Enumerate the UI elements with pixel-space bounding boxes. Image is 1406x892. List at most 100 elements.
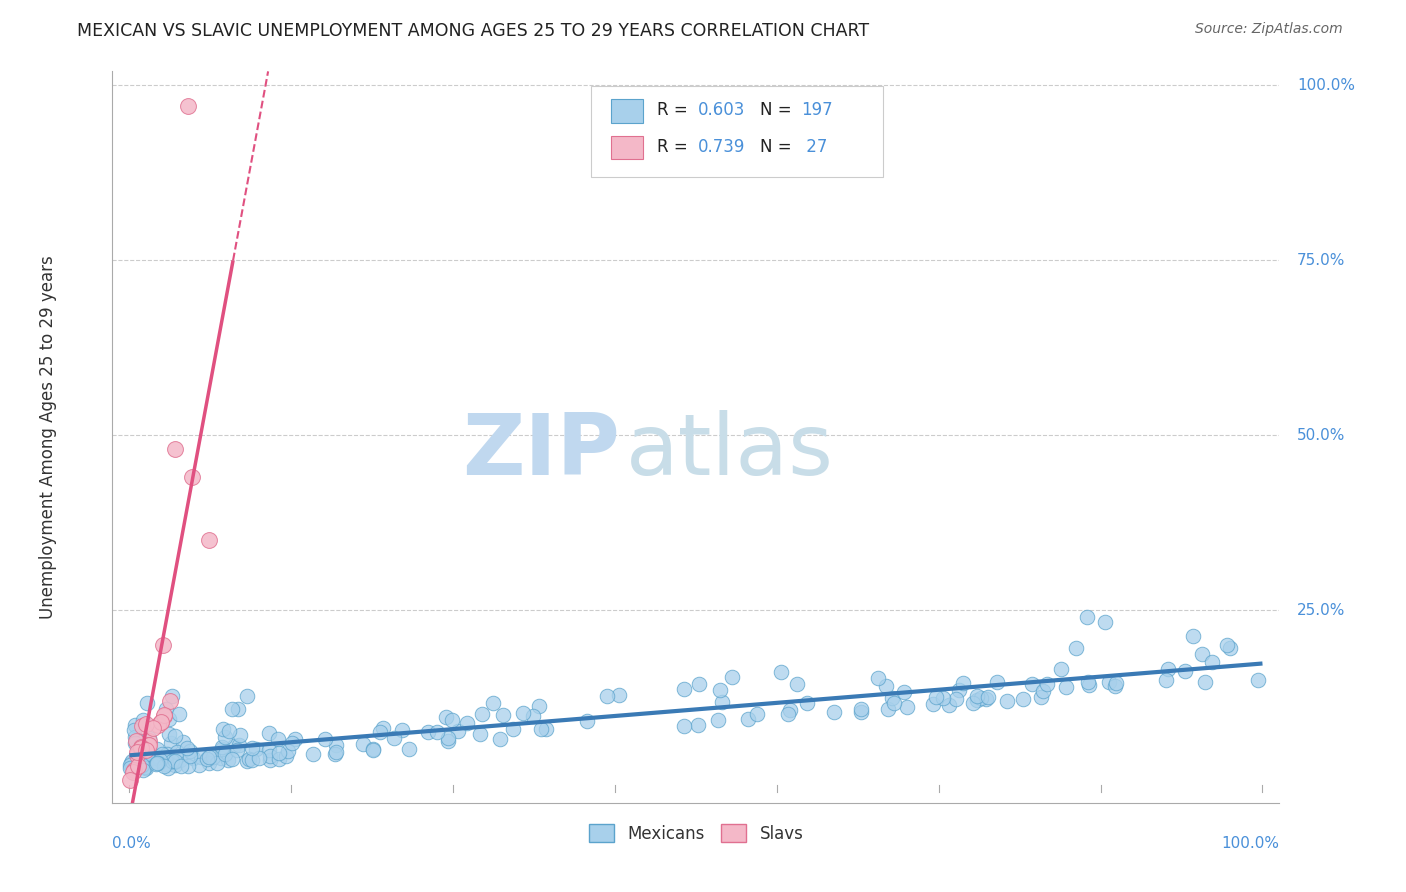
Point (1182, 629, 1205, 643)
Point (148, 754, 170, 768)
Point (179, 744, 201, 758)
Text: 25.0%: 25.0% (1296, 603, 1346, 618)
Point (962, 696, 984, 710)
Point (607, 688, 630, 702)
Point (447, 724, 470, 739)
Point (121, 760, 143, 774)
Point (163, 755, 186, 769)
Point (127, 748, 149, 763)
Point (880, 690, 903, 705)
Point (211, 739, 233, 754)
Point (138, 731, 160, 746)
Point (188, 758, 211, 772)
Point (142, 721, 165, 735)
Point (1194, 674, 1216, 689)
Point (323, 747, 346, 761)
Point (974, 692, 997, 706)
Point (896, 700, 918, 714)
Point (1219, 641, 1241, 656)
Point (148, 718, 170, 732)
Point (145, 756, 167, 770)
Point (966, 693, 988, 707)
Point (595, 689, 617, 703)
Point (530, 723, 553, 737)
Point (240, 753, 263, 767)
Point (686, 718, 709, 732)
Point (152, 709, 174, 723)
Point (1032, 684, 1054, 698)
Point (1174, 665, 1197, 679)
Point (796, 696, 818, 710)
Point (1066, 640, 1088, 655)
Point (163, 754, 186, 768)
Point (129, 740, 152, 755)
Point (1191, 647, 1213, 661)
Point (152, 638, 174, 652)
Point (259, 743, 281, 757)
Point (211, 742, 233, 756)
Point (135, 696, 157, 710)
FancyBboxPatch shape (591, 86, 883, 178)
Point (124, 718, 146, 732)
Point (136, 738, 159, 752)
Text: Source: ZipAtlas.com: Source: ZipAtlas.com (1195, 22, 1343, 37)
Point (277, 744, 299, 758)
Point (1077, 674, 1099, 689)
Point (156, 747, 179, 761)
Point (1076, 609, 1098, 624)
Point (1216, 638, 1239, 652)
Text: ZIP: ZIP (463, 410, 620, 493)
Point (228, 739, 250, 753)
Point (201, 750, 224, 764)
Point (180, 470, 202, 484)
Point (281, 736, 304, 750)
Point (160, 689, 183, 703)
Point (1029, 690, 1052, 704)
Point (471, 707, 494, 722)
Point (136, 746, 159, 760)
Point (434, 710, 457, 724)
Point (205, 756, 228, 770)
Point (226, 742, 249, 756)
Point (197, 533, 219, 548)
Point (127, 753, 149, 767)
Point (226, 702, 249, 716)
Point (159, 694, 181, 708)
Point (875, 679, 897, 693)
Point (437, 731, 460, 745)
Point (468, 726, 491, 740)
Point (1105, 676, 1128, 690)
Point (122, 764, 145, 779)
Point (325, 738, 347, 752)
Point (745, 707, 768, 722)
Point (136, 747, 159, 762)
Point (259, 753, 281, 767)
Point (146, 742, 169, 756)
Point (948, 682, 970, 697)
Point (267, 731, 290, 746)
Point (502, 722, 524, 736)
Point (236, 754, 259, 768)
Point (198, 750, 221, 764)
Point (245, 742, 267, 756)
Point (995, 694, 1018, 708)
Point (135, 717, 157, 731)
Point (786, 676, 808, 690)
Point (214, 730, 236, 744)
Point (522, 709, 544, 723)
Point (163, 442, 186, 457)
Point (416, 725, 439, 739)
Point (876, 702, 898, 716)
Point (138, 738, 160, 752)
Point (353, 738, 375, 752)
Point (172, 735, 194, 749)
Bar (610, 136, 644, 159)
Point (883, 696, 905, 710)
Point (363, 741, 385, 756)
Point (1054, 680, 1077, 694)
Point (118, 761, 141, 775)
Point (1049, 663, 1071, 677)
Point (157, 727, 180, 741)
Point (124, 735, 146, 749)
Point (529, 698, 551, 713)
